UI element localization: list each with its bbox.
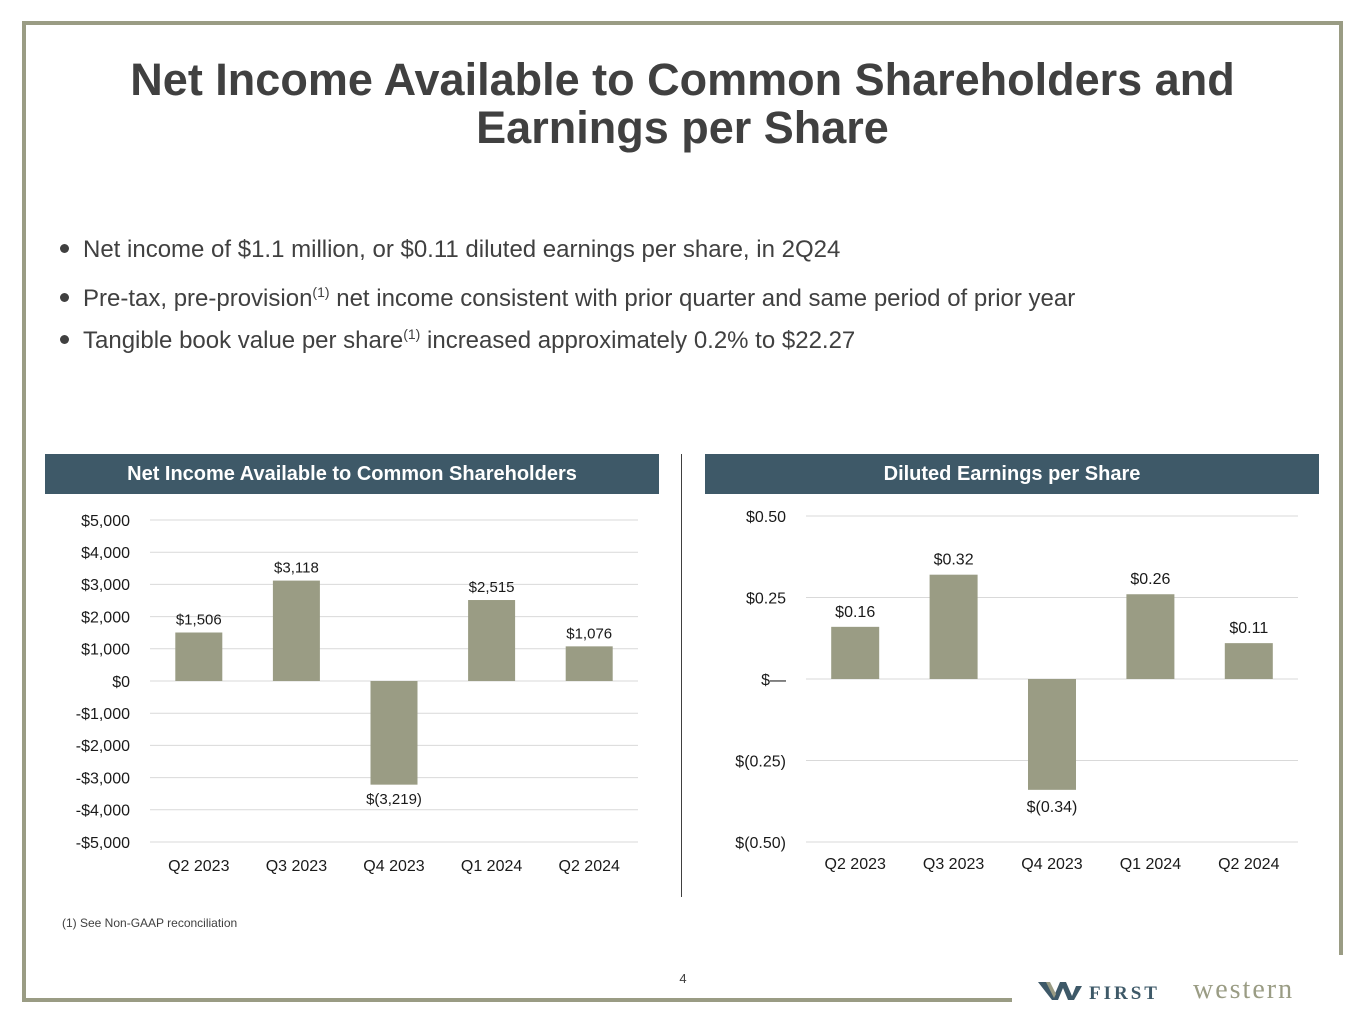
data-label: $2,515 (469, 579, 515, 596)
y-tick-label: -$3,000 (76, 770, 130, 787)
eps-chart: $0.50 $0.25 $— $(0.25) $(0.50) $0.16 Q2 2023 $0… (735, 509, 1298, 873)
frame-left-border (22, 21, 26, 1002)
bar (565, 646, 613, 681)
data-label: $3,118 (274, 560, 319, 577)
x-tick-label: Q2 2023 (168, 858, 229, 875)
highlight-text-post: net income consistent with prior quarter… (329, 285, 1076, 312)
highlight-item: Net income of $1.1 million, or $0.11 dil… (60, 232, 1075, 274)
bullet-dot (60, 335, 69, 345)
highlight-item: Pre-tax, pre-provision(1) net income con… (60, 274, 1075, 316)
y-tick-label: $— (761, 672, 786, 689)
net-income-chart: $5,000 $4,000 $3,000 $2,000 $1,000 $0 -$1,000 -… (76, 513, 638, 875)
data-label: $1,076 (566, 625, 612, 642)
y-tick-label: -$5,000 (76, 835, 130, 852)
y-tick-label: -$4,000 (76, 803, 130, 820)
data-label: $0.26 (1130, 571, 1170, 588)
y-tick-label: $2,000 (81, 609, 130, 626)
slide-title-line-1: Net Income Available to Common Sharehold… (130, 54, 1235, 105)
eps-chart-header: Diluted Earnings per Share (705, 454, 1319, 494)
bullet-dot (60, 293, 69, 303)
bar (831, 626, 880, 679)
data-label: $(0.34) (1027, 799, 1078, 816)
w-mark-icon (1038, 982, 1082, 1000)
y-tick-label: $3,000 (81, 577, 130, 594)
highlight-text-pre: Pre-tax, pre-provision (83, 285, 313, 312)
frame-right-border (1339, 21, 1343, 955)
highlight-text: Net income of $1.1 million, or $0.11 dil… (83, 236, 841, 263)
net-income-chart-header: Net Income Available to Common Sharehold… (45, 454, 659, 494)
x-tick-label: Q3 2023 (923, 856, 984, 873)
bar (1126, 594, 1175, 679)
bar (175, 632, 223, 681)
data-label: $1,506 (176, 612, 222, 629)
x-tick-label: Q1 2024 (1120, 856, 1181, 873)
bullet-dot (60, 244, 69, 254)
y-tick-label: $0 (112, 674, 130, 691)
x-tick-label: Q3 2023 (266, 858, 327, 875)
highlight-text-post: increased approximately 0.2% to $22.27 (420, 327, 856, 354)
x-tick-label: Q2 2023 (825, 856, 886, 873)
x-tick-label: Q2 2024 (1218, 856, 1279, 873)
bar (929, 574, 978, 679)
frame-bottom-border (22, 998, 1012, 1002)
footnote: (1) See Non-GAAP reconciliation (62, 916, 238, 930)
highlight-text-pre: Tangible book value per share (83, 327, 404, 354)
y-tick-label: $4,000 (81, 545, 130, 562)
footnote-ref: (1) (403, 326, 421, 342)
y-tick-label: $5,000 (81, 513, 130, 530)
x-tick-label: Q1 2024 (461, 858, 522, 875)
data-label: $0.16 (835, 604, 875, 621)
chart-divider (681, 454, 682, 897)
company-logo: FIRST western (1038, 974, 1343, 1006)
footnote-ref: (1) (312, 284, 330, 300)
data-label: $0.11 (1229, 620, 1268, 637)
y-tick-label: $(0.25) (735, 753, 786, 770)
y-tick-label: $1,000 (81, 642, 130, 659)
x-tick-label: Q4 2023 (1021, 856, 1082, 873)
x-tick-label: Q4 2023 (363, 858, 424, 875)
y-tick-label: -$1,000 (76, 706, 130, 723)
bar (370, 681, 418, 785)
y-tick-label: $0.50 (746, 509, 786, 526)
highlights-list: Net income of $1.1 million, or $0.11 dil… (60, 232, 1075, 358)
bar (468, 600, 516, 681)
frame-top-border (22, 21, 1343, 25)
data-label: $0.32 (934, 552, 974, 569)
bar (1028, 679, 1076, 790)
y-tick-label: $0.25 (746, 590, 786, 607)
data-label: $(3,219) (366, 791, 422, 808)
bar (1224, 643, 1273, 679)
highlight-item: Tangible book value per share(1) increas… (60, 316, 1075, 358)
page-number: 4 (679, 971, 687, 986)
y-tick-label: $(0.50) (735, 835, 786, 852)
slide-title-line-2: Earnings per Share (476, 102, 889, 153)
slide-title: Net Income Available to Common Sharehold… (60, 56, 1305, 152)
logo-first-text: FIRST (1089, 983, 1160, 1004)
bar (272, 580, 320, 681)
logo-western-text: western (1193, 974, 1295, 1005)
y-tick-label: -$2,000 (76, 738, 130, 755)
x-tick-label: Q2 2024 (559, 858, 620, 875)
